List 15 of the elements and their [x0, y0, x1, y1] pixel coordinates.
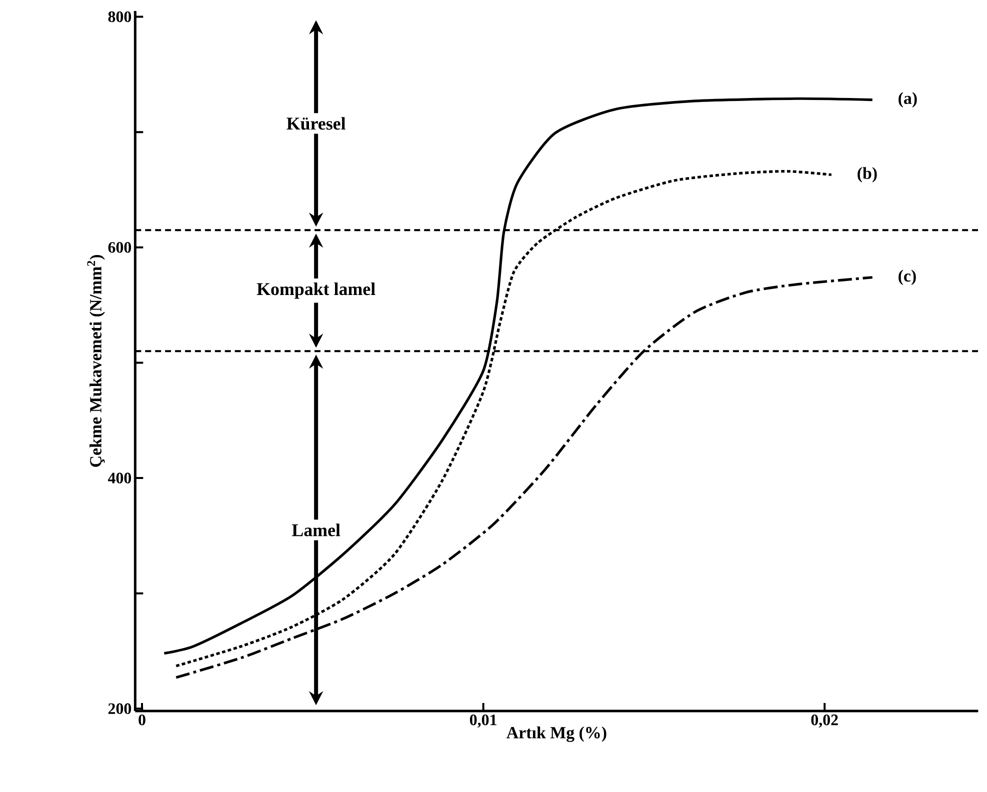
series-label: (b)	[858, 167, 877, 182]
y-axis-title: Çekme Mukavemeti (N/mm$^{2}$)	[87, 255, 105, 467]
x-tick-label: 0,02	[811, 714, 838, 728]
y-tick-label: 200	[108, 703, 132, 714]
annotation: Lamel	[292, 524, 340, 536]
annotation: Kompakt lamel	[256, 282, 376, 299]
y-tick-label: 600	[108, 242, 132, 253]
y-tick-label: 800	[108, 11, 132, 22]
x-axis-title: Artık Mg (%)	[506, 726, 606, 742]
series-label: (a)	[898, 92, 917, 108]
series-label: (c)	[898, 270, 916, 286]
x-tick-label: 0,01	[470, 714, 496, 728]
annotation: Küresel	[286, 117, 346, 130]
x-tick-label: 0	[138, 714, 146, 726]
y-tick-label: 400	[108, 472, 132, 484]
